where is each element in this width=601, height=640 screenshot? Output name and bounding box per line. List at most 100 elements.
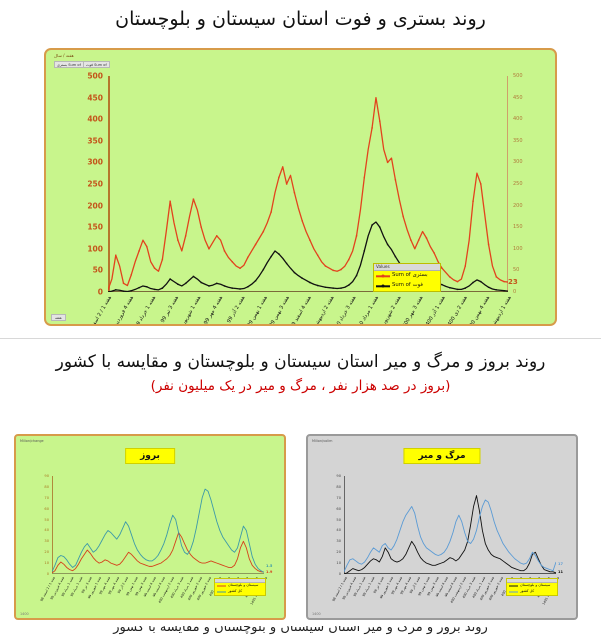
x-axis-label: هفته 3 خرداد 400 [333, 295, 358, 324]
series-marker [317, 254, 319, 256]
series-marker [247, 286, 249, 288]
x-axis-label: هفته 4 اسفند 99 [289, 295, 314, 326]
y-tick: 20 [44, 550, 49, 555]
y-tick-right: 250 [513, 181, 523, 187]
legend-label-deaths: Sum of [392, 282, 411, 289]
series-marker [108, 289, 109, 291]
y-tick: 80 [44, 484, 49, 489]
y-tick: 30 [336, 539, 341, 544]
main-plot-area: 0 50 100 150 200 250 300 350 400 450 500 0 50 100 150 2… [87, 72, 522, 325]
x-axis-label: هفته 1 / 2 اسفند 98 [89, 295, 114, 326]
series-marker [278, 176, 280, 179]
series-marker [386, 161, 389, 164]
series-marker [223, 285, 226, 287]
pivot-filter-deaths[interactable]: Sum of فوت [83, 61, 110, 68]
series-marker [410, 239, 412, 241]
series-marker [495, 276, 498, 278]
series-marker [317, 284, 319, 287]
series-marker [262, 268, 265, 271]
y-tick: 70 [336, 495, 341, 500]
main-chart-legend: Values Sum of بستری Sum of فوت [373, 263, 441, 293]
series-marker [309, 281, 311, 284]
mortality-legend-header [507, 578, 557, 583]
y-tick: 60 [336, 506, 341, 511]
y-axis-left [108, 76, 110, 292]
pivot-filter-hospitalized[interactable]: Sum of بستری [54, 61, 84, 68]
series-marker [270, 211, 272, 213]
series-marker [394, 255, 397, 258]
series-marker [130, 290, 132, 292]
bottom-cut-label: روند بروز و مرگ و میر استان سیستان و بلو… [113, 626, 488, 635]
series-marker [161, 258, 164, 261]
series-marker [355, 235, 358, 237]
legend-label-hospitalized: Sum of [392, 272, 411, 279]
y-tick: 50 [44, 517, 49, 522]
legend-header: Values [374, 264, 440, 272]
x-axis-label: هفته 2 آذر 99 [226, 295, 247, 325]
incidence-chart-footer: 1400 [20, 612, 29, 616]
x-axis-label: هفته 3 مهر 400 [401, 295, 425, 326]
series-marker [122, 290, 125, 292]
series-marker [254, 243, 257, 246]
y-tick-left: 350 [87, 136, 103, 146]
series-marker [309, 239, 311, 241]
incidence-legend-province: سیستان و بلوچستان [215, 583, 265, 589]
y-tick: 90 [336, 474, 341, 478]
mortality-chart: Milion/volim مرگ و میر 0 10 20 30 40 50 60 70 80… [306, 434, 578, 620]
series-line [108, 221, 508, 292]
series-marker [108, 291, 109, 292]
series-marker [208, 248, 210, 250]
mortality-plot-area: 0 10 20 30 40 50 60 70 80 90 هفته 1 / 2 اسفند 98 هف… [331, 474, 559, 606]
series-marker [379, 226, 381, 228]
series-marker [285, 262, 288, 265]
y-tick-left: 500 [87, 71, 103, 81]
series-marker [293, 271, 296, 274]
series-marker [153, 267, 156, 269]
mortality-legend-country-label: کل کشور [520, 589, 535, 594]
pivot-footer-button[interactable]: هفته [51, 314, 66, 321]
incidence-end-province: 1.9 [266, 570, 273, 574]
series-marker [363, 176, 366, 179]
series-line [108, 96, 508, 291]
series-marker [464, 265, 466, 267]
mortality-y-axis [344, 476, 346, 574]
y-tick-right: 300 [513, 159, 523, 166]
legend-line-blue-icon [509, 590, 518, 594]
y-tick-right: 0 [513, 289, 517, 295]
series-marker [192, 198, 195, 200]
series-marker [301, 220, 303, 222]
y-tick: 30 [44, 539, 49, 544]
series-marker [200, 226, 202, 228]
series-marker [340, 287, 342, 289]
series-marker [138, 286, 140, 289]
main-chart-svg [108, 96, 508, 292]
y-tick-left: 450 [87, 93, 103, 103]
incidence-chart: Milion/change بروز 0 10 20 30 40 50 60 70 80 90 هف… [14, 434, 286, 620]
series-marker [487, 243, 490, 246]
incidence-plot-area: 0 10 20 30 40 50 60 70 80 90 هفته 1 / 2 اسفند 98 هف… [39, 474, 267, 606]
x-axis-label: هفته 4 بهمن 400 [466, 295, 491, 326]
mortality-chart-svg [344, 495, 556, 574]
series-marker [247, 256, 249, 259]
series-marker [122, 282, 125, 285]
incidence-legend-country-label: کل کشور [228, 589, 243, 594]
series-marker [425, 237, 428, 239]
main-end-value: 23 [508, 278, 518, 286]
pivot-header: هفته / سال Sum of بستری Sum of فوت [50, 53, 551, 73]
y-tick: 40 [44, 528, 49, 533]
series-marker [371, 224, 373, 226]
series-marker [472, 281, 474, 284]
y-tick-left: 100 [87, 244, 103, 254]
series-marker [441, 283, 443, 286]
series-marker [464, 287, 466, 289]
y-tick: 90 [44, 474, 49, 478]
series-marker [324, 265, 327, 267]
mortality-legend-province-label: سیستان و بلوچستان [520, 583, 551, 588]
series-marker [184, 235, 187, 237]
series-line [344, 499, 556, 573]
incidence-legend: سیستان و بلوچستان کل کشور [214, 577, 266, 596]
bottom-cut-text: روند بروز و مرگ و میر استان سیستان و بلو… [0, 626, 601, 640]
series-line [52, 488, 264, 573]
y-tick-left: 50 [92, 265, 103, 275]
